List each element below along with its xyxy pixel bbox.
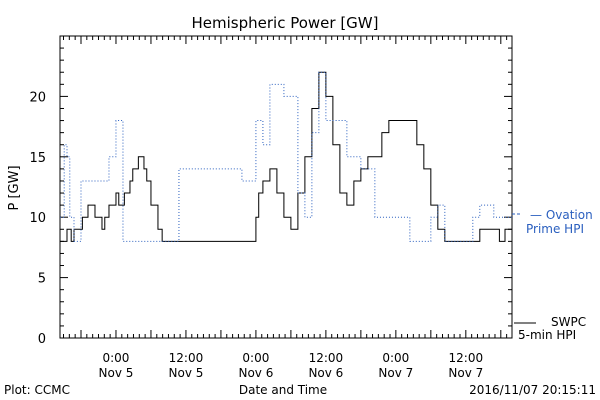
x-tick-label-time: 0:00 — [242, 351, 269, 365]
y-tick-label: 10 — [29, 211, 46, 226]
plot-frame — [59, 35, 513, 339]
legend-swpc: SWPC 5-min HPI — [514, 315, 586, 342]
legend-ovation: — Ovation Prime HPI — [512, 208, 593, 236]
legend-swpc-line1: SWPC — [551, 315, 586, 329]
plot-credit: Plot: CCMC — [4, 383, 70, 397]
legend-ovation-line2: Prime HPI — [526, 222, 584, 236]
series-ovation-line — [60, 71, 512, 242]
legend-swpc-line2: 5-min HPI — [518, 328, 576, 342]
x-tick-label-date: Nov 7 — [448, 366, 483, 380]
chart-title: Hemispheric Power [GW] — [192, 14, 379, 32]
x-axis-label: Date and Time — [239, 383, 327, 397]
x-tick-label-date: Nov 6 — [308, 366, 343, 380]
y-axis-label: P [GW] — [7, 165, 22, 210]
x-tick-label-time: 0:00 — [102, 351, 129, 365]
x-tick-label-date: Nov 6 — [238, 366, 273, 380]
y-axis: 0 5 10 15 20 — [29, 35, 512, 347]
x-tick-label-date: Nov 5 — [99, 366, 134, 380]
y-tick-label: 20 — [29, 90, 46, 105]
y-tick-label: 0 — [38, 332, 46, 347]
x-tick-label-time: 12:00 — [309, 351, 344, 365]
x-tick-label-time: 0:00 — [382, 351, 409, 365]
legend-ovation-line1: — Ovation — [530, 208, 593, 222]
series-layer — [60, 71, 512, 242]
series-swpc-line — [60, 71, 512, 242]
x-tick-label-date: Nov 7 — [378, 366, 413, 380]
x-tick-label-time: 12:00 — [169, 351, 204, 365]
y-tick-label: 15 — [29, 151, 46, 166]
x-tick-label-date: Nov 5 — [169, 366, 204, 380]
x-tick-label-time: 12:00 — [449, 351, 484, 365]
timestamp: 2016/11/07 20:15:11 — [469, 383, 596, 397]
y-tick-label: 5 — [38, 272, 46, 287]
